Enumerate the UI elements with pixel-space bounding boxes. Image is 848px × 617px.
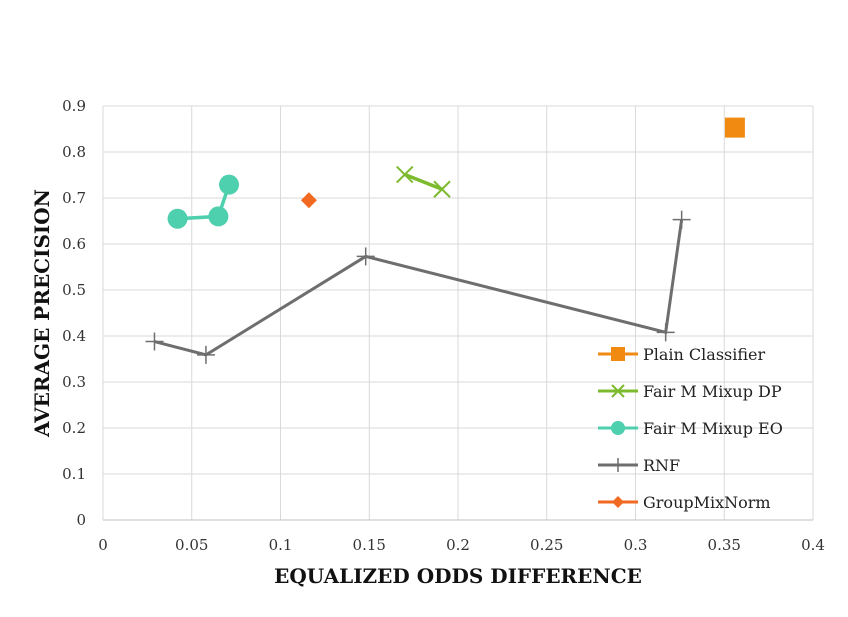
data-point <box>672 210 691 229</box>
legend-item: GroupMixNorm <box>598 493 771 512</box>
legend-item: Fair M Mixup EO <box>598 419 783 438</box>
data-point <box>219 174 240 195</box>
y-tick-label: 0.3 <box>62 373 86 391</box>
y-axis-ticks: 0 0.1 0.2 0.3 0.4 0.5 0.6 0.7 0.8 0.9 <box>62 97 86 529</box>
x-tick-label: 0.1 <box>269 536 293 554</box>
grid <box>102 105 814 521</box>
legend-item: Fair M Mixup DP <box>598 382 782 401</box>
legend-marker <box>611 458 625 472</box>
legend-marker <box>611 421 625 435</box>
data-point <box>396 165 414 184</box>
series-group <box>145 117 745 364</box>
data-point <box>145 332 164 351</box>
data-point <box>208 206 229 227</box>
legend-item: RNF <box>598 456 680 475</box>
y-tick-label: 0.8 <box>62 143 86 161</box>
legend-label: Fair M Mixup DP <box>643 382 782 401</box>
y-tick-label: 0 <box>76 511 86 529</box>
x-tick-label: 0.15 <box>353 536 386 554</box>
x-axis-title: EQUALIZED ODDS DIFFERENCE <box>274 564 642 588</box>
data-point <box>656 323 675 342</box>
x-tick-label: 0.05 <box>175 536 208 554</box>
series-line <box>404 172 443 191</box>
x-tick-label: 0.35 <box>708 536 741 554</box>
x-tick-label: 0.25 <box>530 536 563 554</box>
series-rnf <box>145 210 691 364</box>
series-line <box>154 219 684 357</box>
x-tick-label: 0.3 <box>624 536 648 554</box>
y-tick-label: 0.9 <box>62 97 86 115</box>
legend-marker <box>611 347 625 361</box>
data-point <box>356 247 375 266</box>
series-fair-m-mixup-dp <box>396 165 451 198</box>
legend-marker <box>611 384 625 398</box>
data-point <box>300 192 317 209</box>
legend-marker <box>612 496 624 508</box>
data-point <box>196 345 215 364</box>
legend: Plain Classifier Fair M Mixup DP Fair M Mi… <box>598 345 783 512</box>
legend-label: Fair M Mixup EO <box>643 419 783 438</box>
x-axis-ticks: 0 0.05 0.1 0.15 0.2 0.25 0.3 0.35 0.4 <box>98 536 825 554</box>
y-tick-label: 0.4 <box>62 327 86 345</box>
x-tick-label: 0.2 <box>446 536 470 554</box>
y-tick-label: 0.7 <box>62 189 86 207</box>
legend-label: Plain Classifier <box>643 345 766 364</box>
legend-label: GroupMixNorm <box>643 493 771 512</box>
y-tick-label: 0.5 <box>62 281 86 299</box>
series-fair-m-mixup-eo <box>167 174 240 229</box>
data-point <box>433 180 451 198</box>
data-point <box>724 117 745 138</box>
series-groupmixnorm <box>300 192 317 209</box>
y-tick-label: 0.6 <box>62 235 86 253</box>
legend-label: RNF <box>643 456 680 475</box>
x-tick-label: 0 <box>98 536 108 554</box>
y-tick-label: 0.1 <box>62 465 86 483</box>
x-tick-label: 0.4 <box>801 536 825 554</box>
y-axis-title: AVERAGE PRECISION <box>30 189 54 438</box>
legend-item: Plain Classifier <box>598 345 766 364</box>
series-plain-classifier <box>724 117 745 138</box>
data-point <box>167 208 188 229</box>
y-tick-label: 0.2 <box>62 419 86 437</box>
